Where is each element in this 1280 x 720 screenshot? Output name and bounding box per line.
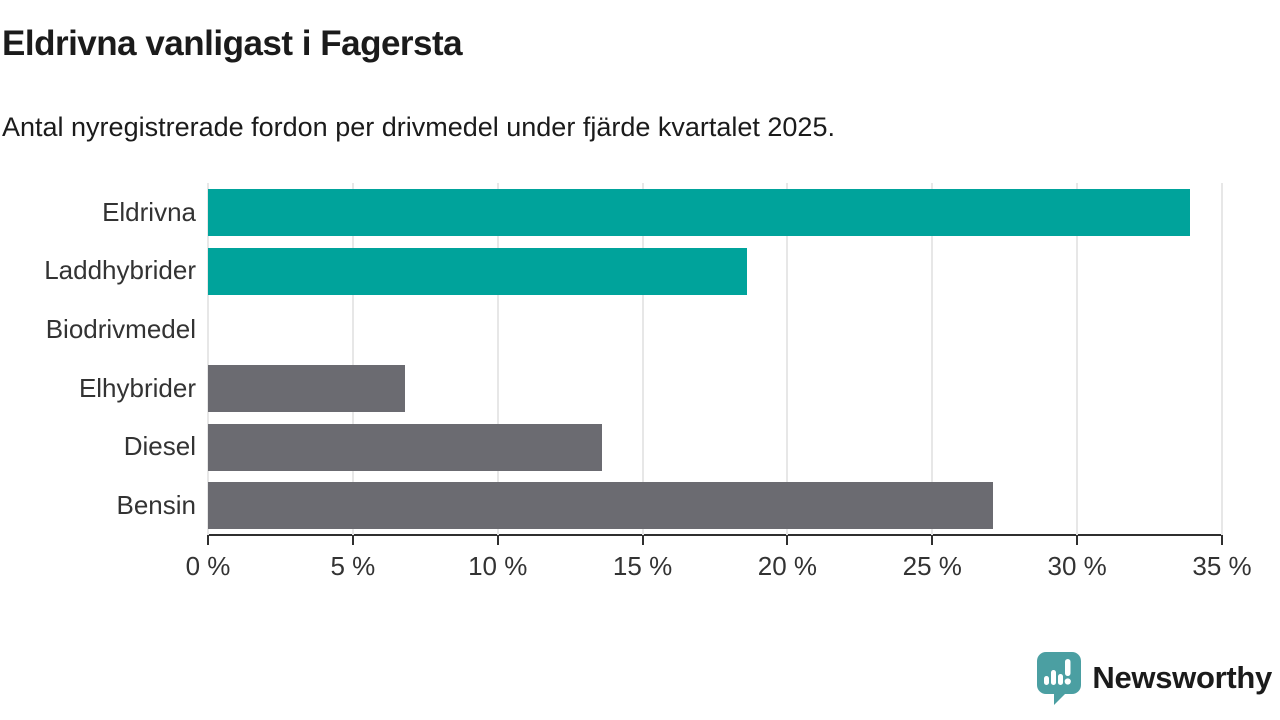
- x-axis-tick-0: [207, 536, 209, 545]
- x-axis-tick-20: [786, 536, 789, 545]
- bar-bensin: [208, 482, 994, 530]
- x-axis-tick-label-5: 5 %: [330, 551, 376, 581]
- category-axis-labels: Eldrivna Laddhybrider Biodrivmedel Elhybrid…: [0, 183, 196, 535]
- x-axis-tick-35: [1221, 536, 1223, 545]
- bar-diesel: [208, 423, 602, 471]
- x-axis-tick-10: [496, 536, 499, 545]
- x-axis-tick-30: [1076, 536, 1079, 545]
- category-label-laddhybrider: Laddhybrider: [44, 255, 196, 286]
- category-label-biodrivmedel: Biodrivmedel: [45, 314, 196, 345]
- chart-title: Eldrivna vanligast i Fagersta: [2, 24, 463, 63]
- x-axis-tick-label-20: 20 %: [757, 551, 818, 581]
- x-axis-tick-5: [351, 536, 354, 545]
- chart-subtitle: Antal nyregistrerade fordon per drivmede…: [2, 112, 835, 142]
- newsworthy-logo: Newsworthy: [1035, 650, 1272, 706]
- category-label-diesel: Diesel: [123, 431, 196, 462]
- x-axis-tick-label-10: 10 %: [468, 551, 528, 581]
- bar-laddhybrider: [208, 247, 747, 295]
- category-label-eldrivna: Eldrivna: [102, 196, 196, 227]
- gridline-10: [496, 183, 499, 535]
- category-label-elhybrider: Elhybrider: [78, 372, 196, 403]
- x-axis-tick-label-35: 35 %: [1192, 551, 1252, 581]
- x-axis-tick-label-15: 15 %: [612, 551, 673, 581]
- x-axis-tick-label-30: 30 %: [1047, 551, 1107, 581]
- x-axis-tick-label-25: 25 %: [902, 551, 962, 581]
- gridline-5: [351, 183, 354, 535]
- bar-eldrivna: [208, 188, 1191, 236]
- gridline-20: [786, 183, 789, 535]
- category-label-bensin: Bensin: [116, 490, 197, 521]
- newsworthy-speech-bubble-bar-chart-icon: [1037, 652, 1082, 705]
- gridline-15: [641, 183, 644, 535]
- gridline-30: [1076, 183, 1079, 535]
- x-axis-tick-label-0: 0 %: [185, 551, 231, 581]
- gridline-25: [931, 183, 934, 535]
- gridline-35: [1221, 183, 1223, 535]
- bar-chart-plot-area: 0 % 5 % 10 % 15 % 20 % 25 % 30 % 35 %: [186, 183, 1252, 581]
- x-axis-tick-15: [641, 536, 644, 545]
- brand-name: Newsworthy: [1092, 660, 1272, 695]
- x-axis-tick-25: [931, 536, 934, 545]
- gridline-0: [207, 183, 209, 535]
- x-axis-line: [207, 534, 1223, 536]
- bar-elhybrider: [208, 364, 405, 412]
